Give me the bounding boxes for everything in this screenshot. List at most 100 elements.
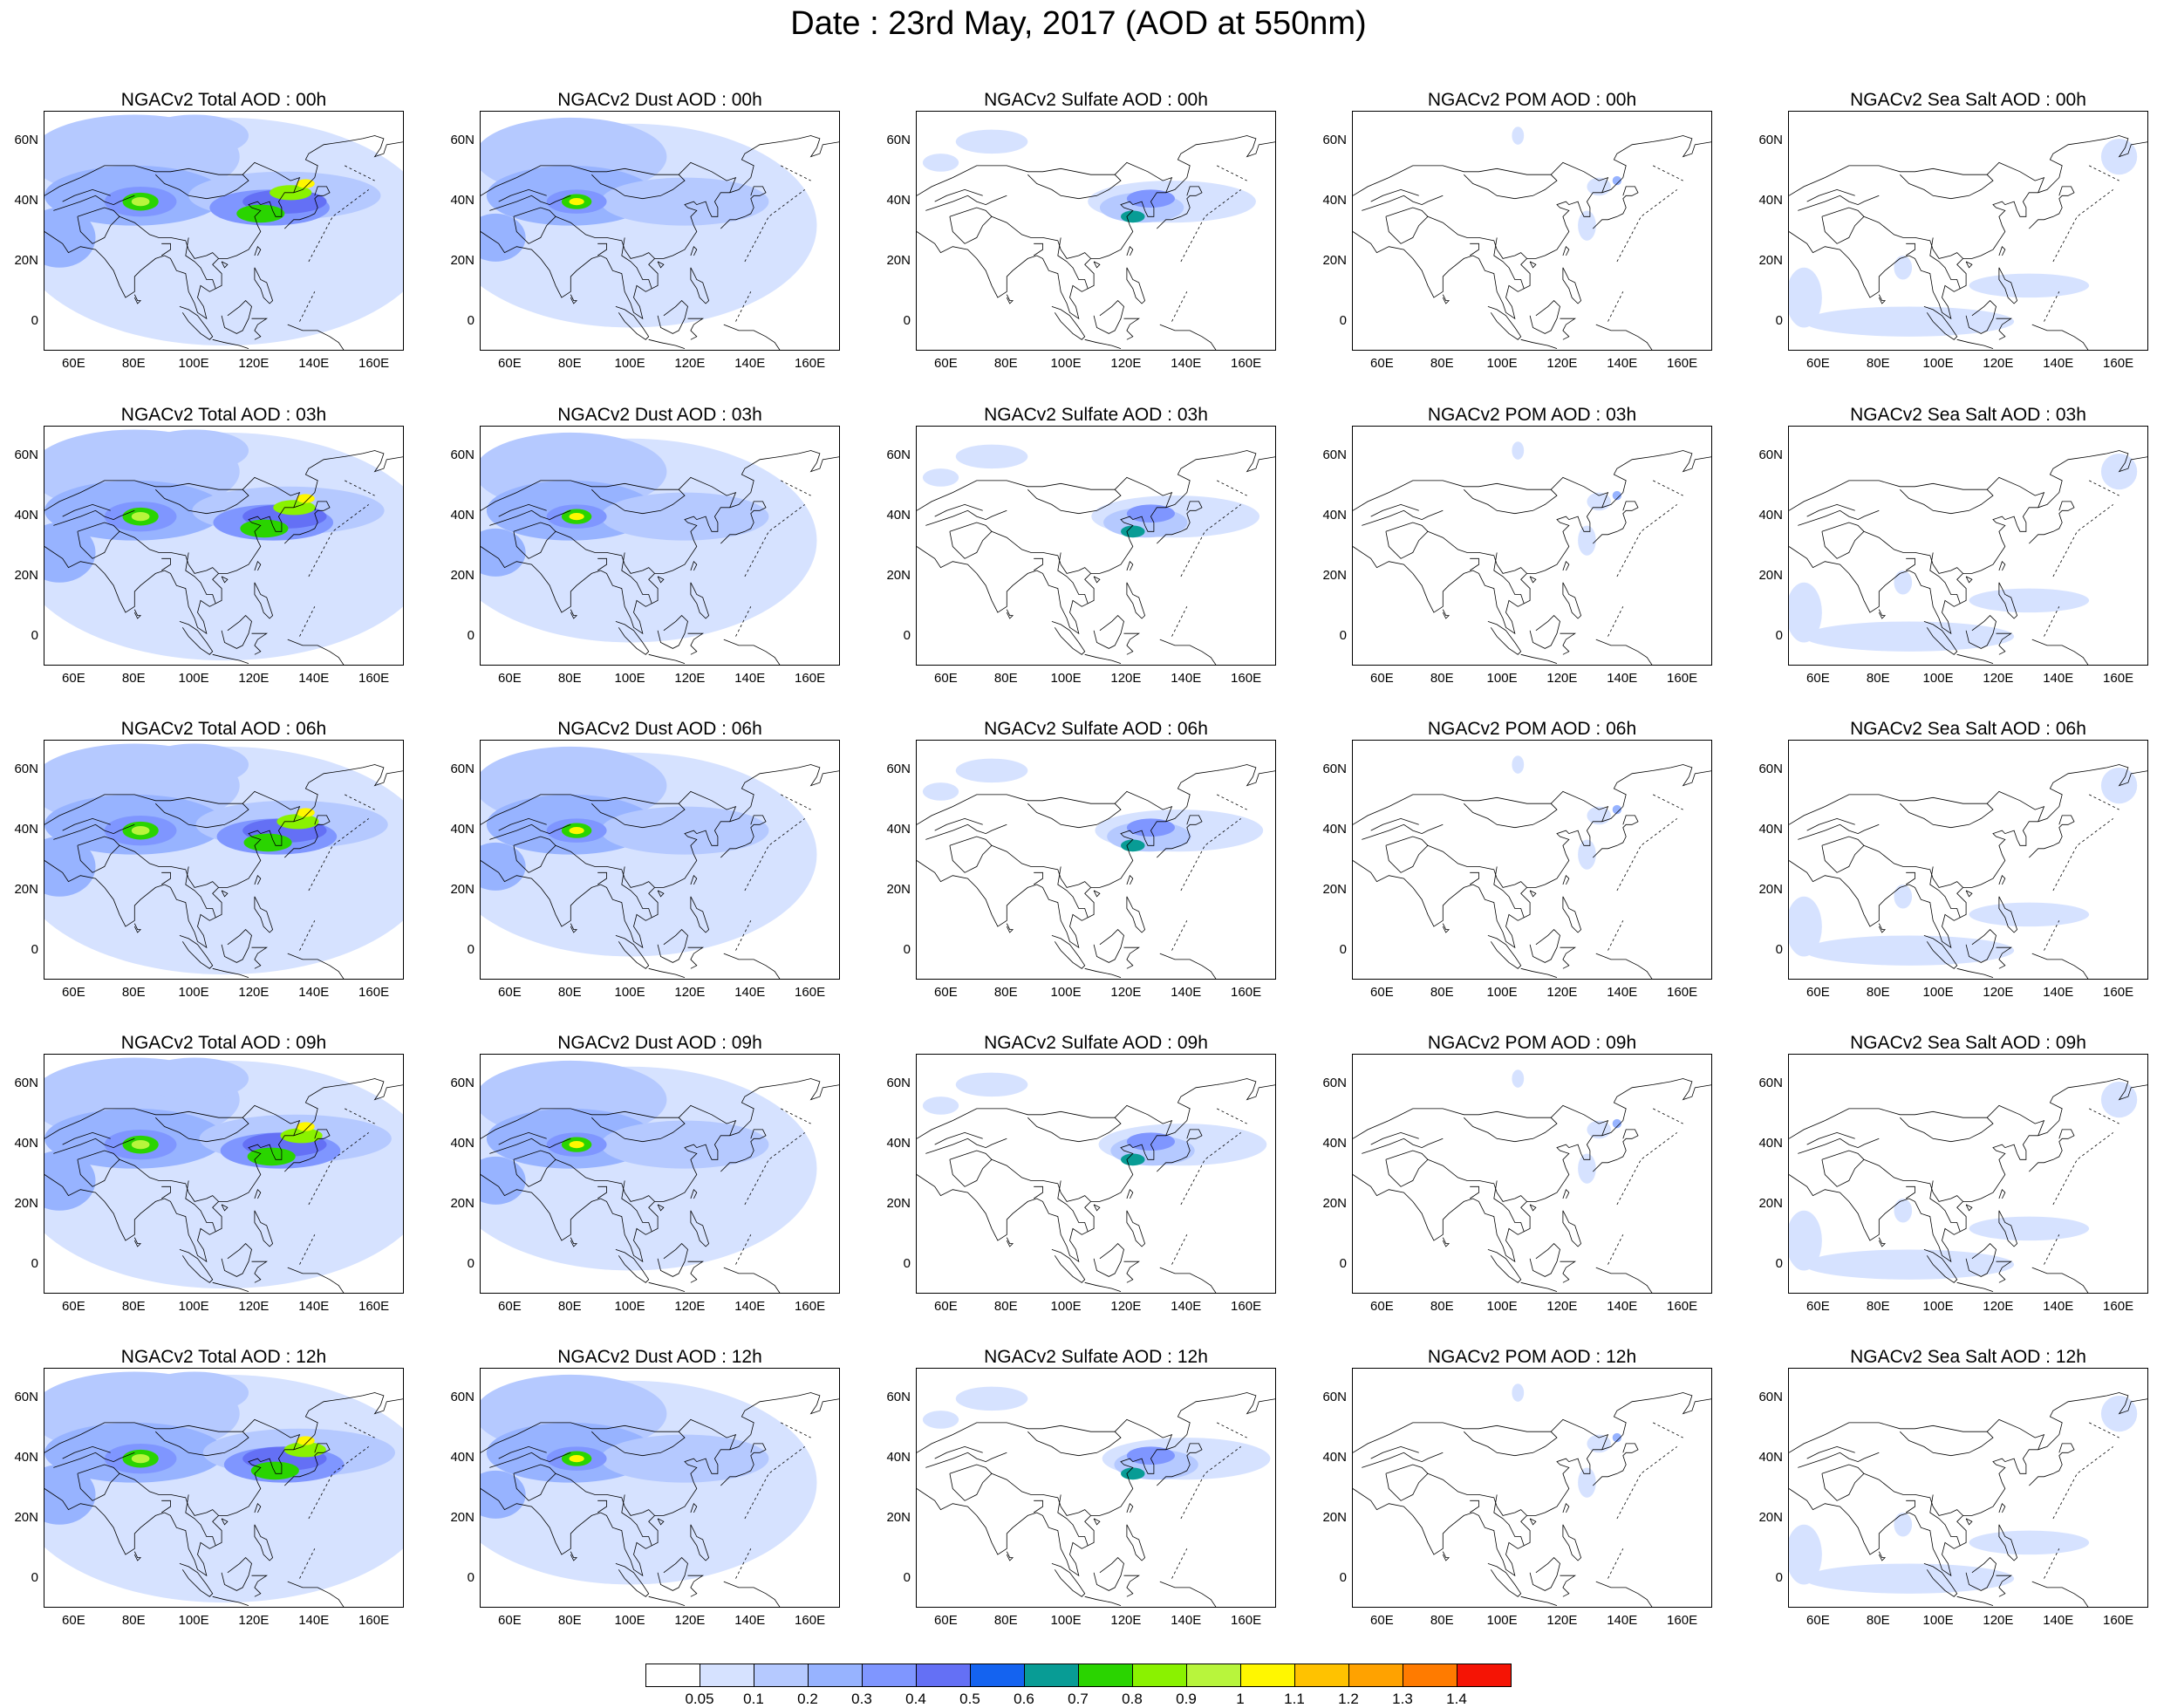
- boundary-dashed: [744, 818, 805, 892]
- lon-tick-label: 160E: [1231, 1299, 1262, 1314]
- coastline: [1998, 245, 2006, 256]
- coastline: [1996, 318, 2013, 340]
- coastline: [1084, 653, 1122, 664]
- lon-tick-label: 100E: [178, 1613, 209, 1628]
- lat-tick-label: 0: [1339, 312, 1347, 328]
- coastline: [2031, 324, 2089, 350]
- lon-tick-label: 120E: [1546, 671, 1578, 686]
- lon-tick-label: 100E: [614, 985, 645, 1000]
- coastline: [2029, 1443, 2075, 1486]
- coastline: [1998, 267, 2018, 304]
- coastline: [1033, 871, 1043, 885]
- coastline: [1956, 338, 1994, 349]
- lon-tick-label: 60E: [62, 356, 85, 371]
- aod-field: [922, 1097, 959, 1115]
- coastline: [1469, 557, 1479, 571]
- coastline: [1965, 615, 1997, 649]
- lon-tick-label: 140E: [1607, 985, 1638, 1000]
- lat-tick-label: 20N: [450, 252, 474, 268]
- lat-tick-label: 40N: [1322, 822, 1347, 837]
- coastline: [1789, 764, 2147, 949]
- aod-field: [297, 1436, 315, 1445]
- lon-tick-label: 100E: [178, 1299, 209, 1314]
- coastline: [1595, 953, 1653, 979]
- boundary-dashed: [744, 504, 805, 577]
- aod-field: [1587, 492, 1611, 511]
- lon-tick-label: 120E: [238, 1299, 270, 1314]
- coastline: [591, 488, 686, 515]
- lat-tick-label: 40N: [14, 508, 38, 523]
- coastline: [1956, 1281, 1994, 1292]
- panel-title: NGACv2 Sulfate AOD : 09h: [984, 1033, 1208, 1053]
- coastline: [1126, 560, 1134, 571]
- coastline: [1923, 1249, 1958, 1283]
- colorbar-label: 0.6: [1014, 1691, 1034, 1707]
- map-panel: NGACv2 Dust AOD : 06h 60N 40N 20N 0 60E 80E 100…: [450, 719, 840, 1000]
- aod-field: [44, 1465, 96, 1525]
- coastline: [720, 1443, 767, 1486]
- coastline: [1370, 503, 1419, 517]
- coastline: [1562, 267, 1582, 304]
- coastline: [1370, 1445, 1419, 1459]
- coastline: [723, 1267, 781, 1293]
- boundary-dashed: [299, 920, 316, 951]
- coastline: [1529, 1557, 1560, 1591]
- coastline: [917, 1392, 1275, 1577]
- lon-tick-label: 80E: [1430, 1613, 1454, 1628]
- lon-tick-label: 140E: [1607, 1299, 1638, 1314]
- coastline: [1562, 245, 1570, 256]
- coastline: [513, 1464, 556, 1501]
- boundary-dashed: [345, 165, 375, 181]
- lon-tick-label: 100E: [1486, 1613, 1518, 1628]
- colorbar-label: 0.8: [1122, 1691, 1143, 1707]
- map-plot: [480, 740, 840, 980]
- boundary-dashed: [2089, 165, 2119, 181]
- lon-tick-label: 80E: [1430, 356, 1454, 371]
- coastline: [1442, 609, 1451, 619]
- coastline: [1353, 1392, 1711, 1577]
- aod-field: [481, 1156, 526, 1205]
- lat-tick-label: 60N: [450, 1390, 474, 1405]
- coastline: [917, 135, 1275, 320]
- boundary-dashed: [781, 165, 811, 181]
- coastline: [1529, 300, 1560, 334]
- lon-tick-label: 100E: [1922, 1613, 1954, 1628]
- coastline: [119, 215, 219, 259]
- aod-field: [131, 196, 150, 207]
- lat-tick-label: 0: [1339, 1255, 1347, 1271]
- lon-tick-label: 100E: [1486, 671, 1518, 686]
- lat-tick-label: 20N: [1758, 1509, 1783, 1525]
- map-plot: [1788, 426, 2148, 666]
- coastline: [1033, 1185, 1043, 1199]
- coastline: [648, 338, 686, 349]
- lon-tick-label: 60E: [934, 671, 958, 686]
- panel-title: NGACv2 Dust AOD : 09h: [557, 1033, 762, 1053]
- coastline: [1353, 161, 1609, 196]
- coastline: [570, 1237, 578, 1247]
- coastline: [53, 823, 135, 840]
- coastline: [917, 1418, 1173, 1453]
- coastline: [1798, 195, 1880, 211]
- coastline: [1027, 1117, 1122, 1143]
- lon-tick-label: 140E: [298, 356, 330, 371]
- lat-tick-label: 40N: [450, 193, 474, 208]
- coastline: [1789, 790, 2045, 825]
- coastline: [1157, 1443, 1203, 1486]
- lon-tick-label: 100E: [1486, 985, 1518, 1000]
- coastline: [1442, 294, 1451, 304]
- aod-field: [131, 1139, 150, 1150]
- coastline: [1929, 1180, 1961, 1232]
- lon-tick-label: 120E: [1983, 985, 2014, 1000]
- lat-tick-label: 40N: [1322, 193, 1347, 208]
- aod-field: [1789, 896, 1822, 957]
- coastline: [221, 576, 229, 584]
- lon-tick-label: 140E: [2043, 356, 2074, 371]
- coastline: [1093, 1518, 1101, 1526]
- aod-field: [247, 1147, 296, 1166]
- lon-tick-label: 120E: [1983, 671, 2014, 686]
- coastline: [513, 522, 556, 559]
- lat-tick-label: 0: [903, 312, 911, 328]
- aod-field: [140, 114, 249, 157]
- coastline: [1057, 1180, 1089, 1232]
- coastline: [1370, 188, 1419, 202]
